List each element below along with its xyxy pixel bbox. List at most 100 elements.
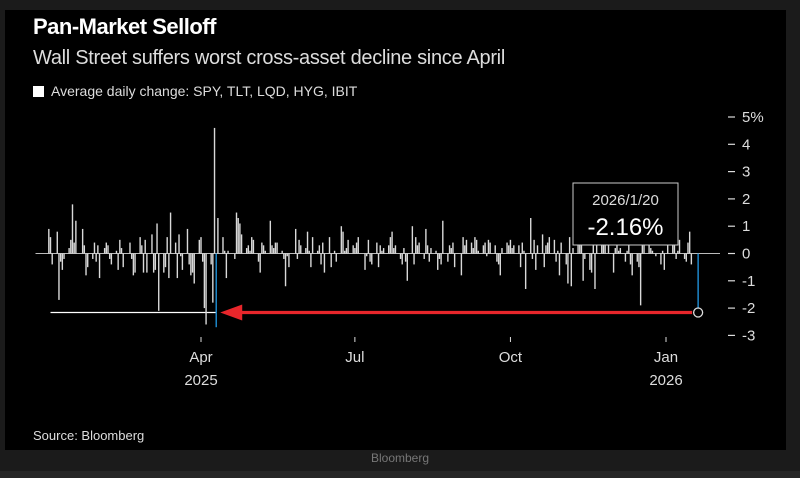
bar — [56, 231, 58, 254]
bar — [602, 239, 605, 254]
bar — [247, 245, 250, 254]
bar — [533, 239, 535, 254]
bar — [465, 239, 468, 254]
annotation-box — [572, 182, 679, 246]
highlight-bar — [215, 253, 217, 328]
bar — [486, 253, 488, 257]
bar — [462, 237, 464, 254]
bar — [298, 239, 300, 254]
bar — [452, 242, 454, 254]
bar — [75, 220, 77, 254]
bar — [357, 237, 359, 254]
highlight-marker — [692, 307, 704, 318]
bar — [273, 248, 275, 254]
bar — [530, 218, 532, 254]
bar — [489, 242, 491, 254]
bar — [308, 250, 310, 254]
bar — [484, 242, 486, 254]
bar — [560, 242, 562, 254]
bar — [144, 239, 146, 254]
bar — [130, 253, 133, 259]
bar — [371, 253, 373, 265]
bar — [416, 245, 419, 254]
bar — [286, 253, 288, 257]
bar — [344, 250, 346, 254]
bar — [545, 245, 547, 254]
bar — [249, 250, 251, 254]
bar — [379, 245, 381, 254]
bar — [73, 242, 75, 254]
bar — [655, 253, 657, 257]
x-tick-label: Jan — [654, 349, 678, 366]
bar — [154, 253, 157, 270]
bar — [506, 242, 508, 254]
bar — [677, 250, 679, 254]
y-tick-label: 5% — [742, 109, 764, 126]
bar — [227, 250, 229, 254]
bar — [146, 253, 148, 273]
bar — [240, 234, 243, 254]
bottom-bar — [0, 471, 800, 478]
bar — [119, 239, 121, 254]
bar — [616, 245, 618, 254]
bar — [323, 253, 326, 273]
bar — [234, 253, 236, 259]
bar — [284, 253, 287, 287]
bar — [435, 250, 437, 254]
bar — [401, 253, 403, 265]
bar — [543, 253, 545, 268]
bar — [673, 245, 676, 254]
bar — [259, 253, 261, 273]
bar — [565, 253, 567, 265]
bar — [274, 242, 277, 254]
bar — [499, 253, 501, 276]
x-tick-label: Apr — [189, 349, 212, 366]
bar — [205, 253, 207, 325]
bar — [103, 248, 106, 254]
bar — [553, 239, 556, 254]
legend: Average daily change: SPY, TLT, LQD, HYG… — [33, 83, 357, 99]
bar — [335, 253, 337, 262]
x-tick-label: Jul — [345, 349, 364, 366]
bar — [318, 245, 321, 254]
y-tick-label: 3 — [742, 164, 750, 181]
bar — [328, 237, 331, 254]
bar — [110, 253, 113, 265]
bar — [477, 250, 480, 254]
bar — [61, 253, 64, 270]
bar — [513, 245, 515, 254]
bar — [281, 250, 283, 254]
bar — [494, 245, 496, 254]
bar — [393, 248, 395, 254]
bars-group — [35, 127, 720, 328]
bar — [660, 253, 662, 265]
bar — [261, 242, 263, 254]
bar — [612, 253, 615, 273]
bar — [594, 253, 596, 289]
bar — [685, 253, 687, 262]
bar — [169, 212, 172, 254]
bar — [122, 253, 124, 268]
bar — [320, 253, 322, 265]
bar — [117, 253, 119, 270]
bar — [98, 253, 101, 279]
bar — [381, 250, 383, 254]
x-tick-year-label: 2026 — [649, 372, 682, 389]
bar — [567, 253, 569, 284]
bar — [200, 237, 202, 254]
bar — [663, 253, 666, 270]
bar — [580, 245, 583, 254]
bar — [531, 253, 534, 259]
bar — [509, 239, 512, 254]
bar — [447, 253, 449, 262]
bar — [97, 245, 99, 254]
bar — [555, 253, 557, 262]
bar — [438, 253, 441, 259]
annotation-group: 2026/1/20 -2.16% — [220, 182, 704, 321]
bar — [222, 237, 224, 254]
bar — [237, 218, 239, 254]
bar — [672, 242, 674, 254]
red-arrowhead — [220, 304, 243, 321]
bar — [305, 248, 307, 254]
